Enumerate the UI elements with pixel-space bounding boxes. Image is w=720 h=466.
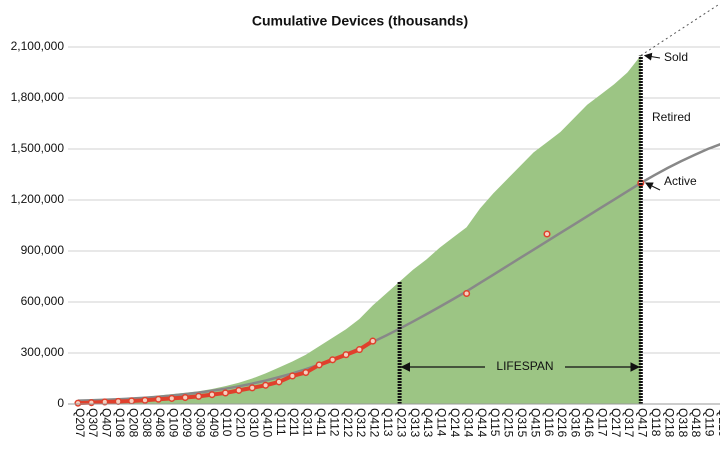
x-tick-label: Q317 [622,408,636,438]
x-tick-label: Q310 [247,408,261,438]
active-point [463,289,471,298]
annotation: Active [664,174,697,188]
x-tick-label: Q415 [528,408,542,438]
annotation: Sold [664,50,688,64]
x-tick-label: Q412 [368,408,382,438]
x-tick-label: Q111 [274,408,288,436]
active-point [288,372,296,380]
x-tick-label: Q114 [435,408,449,437]
active-point [195,392,203,400]
active-point [315,361,323,369]
x-tick-label: Q213 [394,408,408,438]
active-point [141,396,149,404]
x-tick-label: Q207 [73,408,87,438]
active-arrow [644,182,661,191]
x-tick-label: Q214 [448,408,462,438]
x-tick-label: Q113 [381,408,395,437]
y-tick-label: 900,000 [21,243,65,257]
active-point [342,351,350,359]
x-tick-label: Q313 [408,408,422,438]
x-tick-label: Q308 [140,408,154,438]
x-tick-label: Q411 [314,408,328,437]
x-tick-label: Q119 [703,408,717,437]
active-point [74,399,82,407]
x-tick-label: Q413 [421,408,435,438]
x-tick-label: Q309 [193,408,207,438]
active-point [248,384,256,392]
y-tick-label: 2,100,000 [11,39,65,53]
x-tick-label: Q417 [636,408,650,438]
annotation: LIFESPAN [496,359,553,373]
x-tick-label: Q219 [716,408,720,438]
x-tick-label: Q418 [689,408,703,438]
active-point [369,337,377,345]
active-point [302,369,310,377]
x-tick-label: Q209 [180,408,194,438]
x-tick-label: Q112 [327,408,341,437]
x-tick-label: Q108 [113,408,127,438]
x-tick-label: Q318 [676,408,690,438]
x-tick-label: Q118 [649,408,663,437]
x-tick-label: Q312 [354,408,368,438]
sold-extension [640,4,719,56]
x-tick-label: Q208 [126,408,140,438]
x-tick-label: Q212 [341,408,355,438]
x-tick-label: Q217 [609,408,623,438]
y-tick-label: 300,000 [21,345,65,359]
active-point [221,389,229,397]
x-tick-label: Q407 [100,408,114,438]
y-tick-label: 600,000 [21,294,65,308]
x-tick-label: Q315 [515,408,529,438]
x-tick-label: Q218 [662,408,676,438]
active-point [329,356,337,364]
active-point [128,397,136,405]
y-tick-label: 0 [57,396,64,410]
y-tick-label: 1,500,000 [11,141,65,155]
x-tick-label: Q115 [488,408,502,437]
chart-title: Cumulative Devices (thousands) [252,13,468,29]
lifespan-label-bg [485,358,565,376]
y-tick-label: 1,800,000 [11,90,65,104]
y-tick-label: 1,200,000 [11,192,65,206]
x-tick-label: Q109 [167,408,181,438]
x-tick-label: Q117 [595,408,609,437]
active-point [154,395,162,403]
x-tick-label: Q116 [542,408,556,437]
x-tick-label: Q311 [301,408,315,437]
x-tick-label: Q216 [555,408,569,438]
sold-arrow [643,52,661,61]
x-tick-label: Q410 [260,408,274,438]
x-tick-label: Q414 [475,408,489,438]
x-tick-label: Q408 [153,408,167,438]
active-point [275,378,283,386]
x-tick-label: Q416 [582,408,596,438]
active-point [355,346,363,354]
active-point [87,399,95,407]
annotation: Retired [652,110,691,124]
x-tick-label: Q316 [569,408,583,438]
x-tick-label: Q314 [461,408,475,438]
active-point [208,391,216,399]
sold-area [78,55,641,404]
active-point [101,398,109,406]
x-tick-label: Q409 [207,408,221,438]
active-point [262,381,270,389]
x-tick-label: Q210 [234,408,248,438]
active-point [543,230,551,238]
active-point [235,386,243,394]
active-point [168,394,176,402]
active-point [114,397,122,406]
active-point [181,393,189,402]
x-tick-label: Q211 [287,408,301,437]
x-tick-label: Q110 [220,408,234,437]
x-tick-label: Q215 [502,408,516,438]
x-tick-label: Q307 [86,408,100,438]
